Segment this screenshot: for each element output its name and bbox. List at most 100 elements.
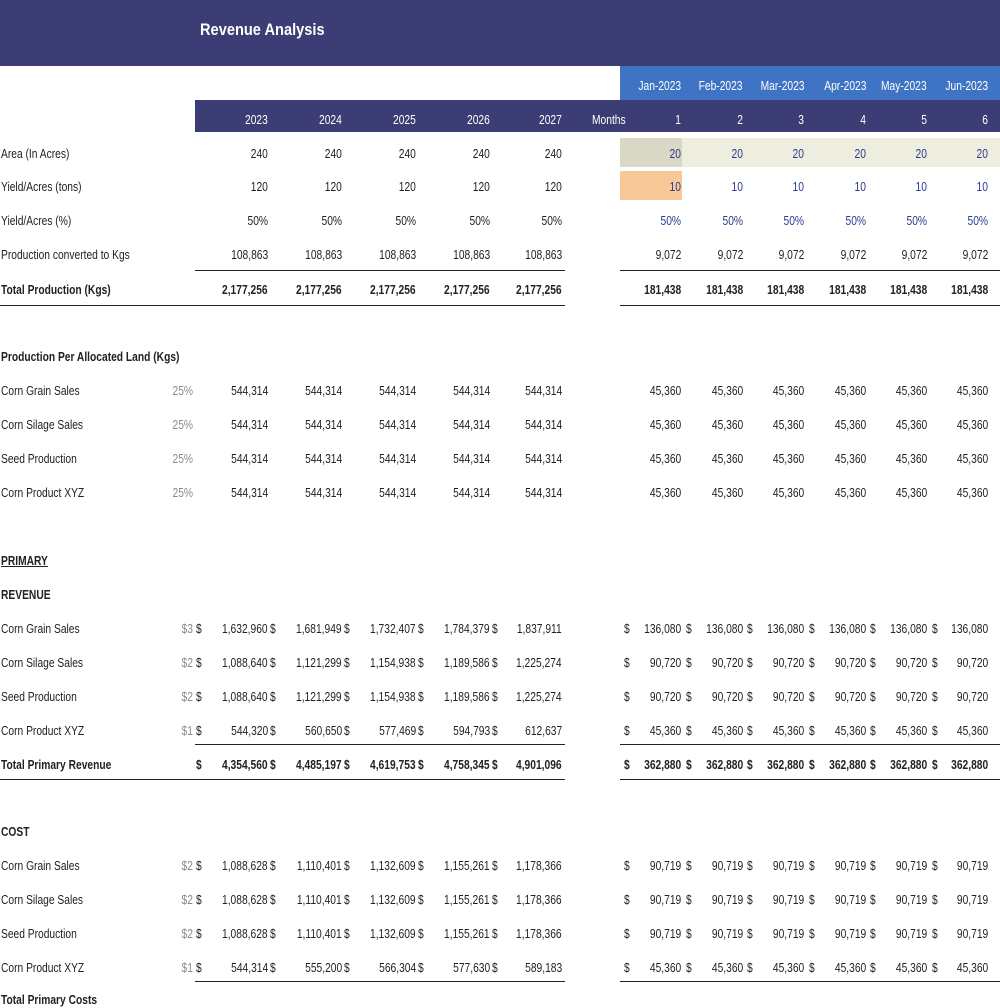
currency-sign: $ [418,859,424,873]
year-value: 1,154,938 [370,656,416,670]
currency-sign: $ [492,724,498,738]
currency-sign: $ [344,724,350,738]
currency-sign: $ [686,859,692,873]
month-value: 181,438 [889,283,927,297]
month-value: 45,360 [649,486,681,500]
year-value: 1,155,261 [444,859,490,873]
allocation-pct: 25% [172,418,193,432]
unit-price: $3 [181,622,193,636]
months-label: Months [592,113,626,127]
month-value: 45,360 [895,961,927,975]
year-value: 2,177,256 [444,283,490,297]
month-header: May-2023 [881,79,927,93]
currency-sign: $ [344,859,350,873]
currency-sign: $ [418,961,424,975]
month-value: 10 [731,180,743,194]
year-value: 1,837,911 [517,622,562,636]
year-value: 544,314 [230,452,268,466]
row-label: Total Primary Costs [1,993,98,1007]
currency-sign: $ [870,724,876,738]
month-value: 181,438 [643,283,681,297]
year-value: 544,314 [524,384,562,398]
currency-sign: $ [492,927,498,941]
currency-sign: $ [418,758,424,772]
month-value: 90,719 [649,927,681,941]
row-label: Corn Product XYZ [1,961,85,975]
currency-sign: $ [809,893,815,907]
month-value: 9,072 [901,248,927,262]
year-value: 240 [324,147,342,161]
month-value: 45,360 [772,486,804,500]
row-label: Area (In Acres) [1,147,70,161]
month-value: 50% [906,214,927,228]
month-value: 9,072 [962,248,988,262]
currency-sign: $ [870,859,876,873]
currency-sign: $ [418,622,424,636]
currency-sign: $ [270,927,276,941]
currency-sign: $ [492,690,498,704]
currency-sign: $ [747,859,753,873]
yield-input-cell [620,171,682,200]
month-header: Apr-2023 [823,79,866,93]
year-value: 240 [250,147,268,161]
row-label: Total Production (Kgs) [1,283,111,297]
month-value: 45,360 [711,486,743,500]
year-header: 2027 [539,113,562,127]
currency-sign: $ [492,893,498,907]
month-value: 45,360 [772,418,804,432]
row-label: Corn Grain Sales [1,622,80,636]
currency-sign: $ [686,656,692,670]
month-value: 45,360 [711,418,743,432]
year-value: 120 [324,180,342,194]
month-number: 4 [860,113,866,127]
row-label: Corn Silage Sales [1,656,84,670]
currency-sign: $ [624,961,630,975]
month-value: 20 [854,147,866,161]
currency-sign: $ [344,690,350,704]
year-value: 544,314 [304,384,342,398]
unit-price: $2 [181,859,193,873]
year-value: 120 [472,180,490,194]
month-value: 136,080 [766,622,804,636]
month-value: 45,360 [834,452,866,466]
currency-sign: $ [344,961,350,975]
year-value: 1,110,401 [297,927,342,941]
year-value: 544,314 [378,452,416,466]
month-value: 90,720 [772,656,804,670]
month-value: 90,719 [772,927,804,941]
allocation-pct: 25% [172,384,193,398]
year-value: 544,314 [230,486,268,500]
year-value: 1,784,379 [444,622,490,636]
month-header: Mar-2023 [760,79,804,93]
currency-sign: $ [344,622,350,636]
currency-sign: $ [809,758,815,772]
month-value: 136,080 [643,622,681,636]
year-value: 50% [469,214,490,228]
section-title: COST [1,825,30,839]
month-value: 90,720 [956,656,988,670]
year-value: 108,863 [304,248,342,262]
month-header-bar [620,66,1000,100]
currency-sign: $ [809,622,815,636]
month-value: 45,360 [649,724,681,738]
year-value: 1,132,609 [370,927,416,941]
month-value: 362,880 [828,758,866,772]
month-value[interactable]: 10 [669,180,681,194]
total-rule [620,779,1000,780]
month-value: 45,360 [895,486,927,500]
month-value: 90,720 [956,690,988,704]
unit-price: $2 [181,893,193,907]
row-label: Yield/Acres (%) [1,214,72,228]
month-value: 90,719 [956,859,988,873]
month-value: 45,360 [711,961,743,975]
year-value: 108,863 [452,248,490,262]
currency-sign: $ [624,690,630,704]
month-value: 45,360 [956,452,988,466]
allocation-pct: 25% [172,486,193,500]
month-value: 45,360 [772,452,804,466]
year-value: 1,178,366 [516,859,562,873]
month-value[interactable]: 20 [669,147,681,161]
currency-sign: $ [624,927,630,941]
month-value: 181,438 [766,283,804,297]
year-value: 544,314 [524,486,562,500]
